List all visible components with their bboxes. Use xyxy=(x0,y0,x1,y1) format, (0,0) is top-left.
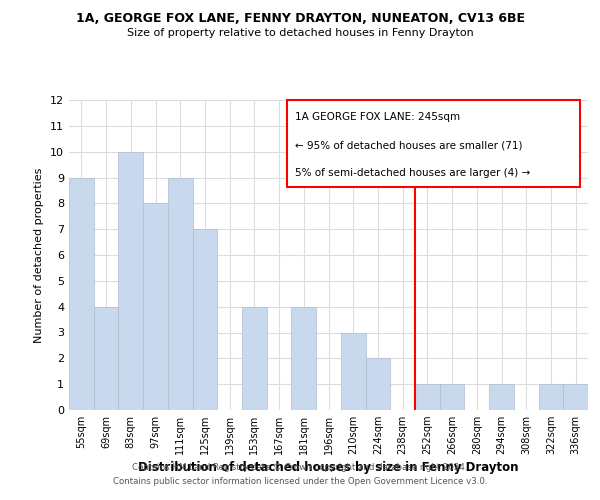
Bar xyxy=(118,152,143,410)
Bar xyxy=(69,178,94,410)
Bar xyxy=(539,384,563,410)
Bar xyxy=(168,178,193,410)
Bar xyxy=(563,384,588,410)
Bar xyxy=(415,384,440,410)
Bar xyxy=(94,306,118,410)
Text: Contains HM Land Registry data © Crown copyright and database right 2024.: Contains HM Land Registry data © Crown c… xyxy=(132,464,468,472)
Bar xyxy=(341,332,365,410)
Text: 5% of semi-detached houses are larger (4) →: 5% of semi-detached houses are larger (4… xyxy=(295,168,530,178)
Bar xyxy=(440,384,464,410)
Text: Size of property relative to detached houses in Fenny Drayton: Size of property relative to detached ho… xyxy=(127,28,473,38)
Text: Contains public sector information licensed under the Open Government Licence v3: Contains public sector information licen… xyxy=(113,477,487,486)
X-axis label: Distribution of detached houses by size in Fenny Drayton: Distribution of detached houses by size … xyxy=(138,462,519,474)
FancyBboxPatch shape xyxy=(287,100,580,187)
Bar xyxy=(292,306,316,410)
Bar xyxy=(365,358,390,410)
Bar xyxy=(143,204,168,410)
Text: 1A, GEORGE FOX LANE, FENNY DRAYTON, NUNEATON, CV13 6BE: 1A, GEORGE FOX LANE, FENNY DRAYTON, NUNE… xyxy=(76,12,524,26)
Bar xyxy=(242,306,267,410)
Y-axis label: Number of detached properties: Number of detached properties xyxy=(34,168,44,342)
Bar xyxy=(489,384,514,410)
Bar xyxy=(193,229,217,410)
Text: 1A GEORGE FOX LANE: 245sqm: 1A GEORGE FOX LANE: 245sqm xyxy=(295,112,460,122)
Text: ← 95% of detached houses are smaller (71): ← 95% of detached houses are smaller (71… xyxy=(295,140,522,150)
